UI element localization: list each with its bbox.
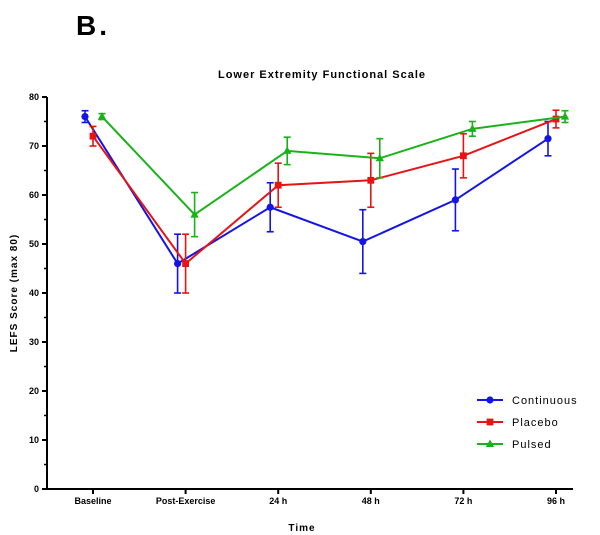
legend-label: Pulsed <box>512 439 552 451</box>
series-pulsed <box>97 109 570 238</box>
y-tick-label: 50 <box>29 239 39 249</box>
x-tick-label: Post-Exercise <box>156 496 216 506</box>
x-tick-label: 48 h <box>362 496 380 506</box>
data-point <box>451 196 459 204</box>
data-point <box>367 176 375 184</box>
x-axis-title: Time <box>288 523 315 534</box>
data-point <box>468 124 477 132</box>
data-point <box>544 135 552 143</box>
x-tick-label: 96 h <box>547 496 565 506</box>
y-axis-title: LEFS Score (max 80) <box>9 234 20 352</box>
y-tick-label: 30 <box>29 337 39 347</box>
y-tick-label: 60 <box>29 190 39 200</box>
data-point <box>274 181 282 189</box>
data-point <box>359 237 367 246</box>
legend-marker <box>486 396 494 404</box>
legend-label: Continuous <box>512 395 578 407</box>
legend-marker <box>486 418 494 426</box>
chart-title: Lower Extremity Functional Scale <box>218 69 426 81</box>
y-tick-label: 20 <box>29 386 39 396</box>
data-point <box>182 260 189 267</box>
y-tick-label: 0 <box>34 484 39 494</box>
series-line <box>84 116 549 265</box>
legend-item-placebo: Placebo <box>477 417 559 429</box>
data-point <box>81 113 89 121</box>
data-point <box>174 260 182 268</box>
data-point <box>89 132 97 140</box>
legend-item-continuous: Continuous <box>477 395 578 407</box>
panel-label: B. <box>76 10 110 41</box>
plot-area <box>81 109 570 294</box>
x-tick-label: Baseline <box>74 496 111 506</box>
data-point <box>375 153 384 162</box>
y-tick-label: 70 <box>29 141 39 151</box>
data-point <box>460 152 467 160</box>
y-tick-label: 10 <box>29 435 39 445</box>
data-point <box>190 210 199 218</box>
legend-marker <box>485 439 495 447</box>
legend-item-pulsed: Pulsed <box>477 439 552 451</box>
legend: Continuous Placebo Pulsed <box>477 395 578 451</box>
series-placebo <box>89 109 560 294</box>
y-tick-label: 40 <box>29 288 39 298</box>
axes: 0 10 20 30 40 50 60 70 80 Baseline Post-Exercise 24… <box>29 92 573 506</box>
x-tick-label: 24 h <box>269 496 287 506</box>
data-point <box>97 112 107 120</box>
data-point <box>283 146 292 154</box>
y-tick-label: 80 <box>29 92 39 102</box>
data-point <box>552 115 560 123</box>
series-line <box>92 118 557 266</box>
data-point <box>266 203 274 211</box>
x-tick-label: 72 h <box>454 496 472 506</box>
data-point <box>560 112 570 120</box>
series-line <box>101 115 566 216</box>
legend-label: Placebo <box>512 417 559 429</box>
series-continuous <box>81 109 552 294</box>
